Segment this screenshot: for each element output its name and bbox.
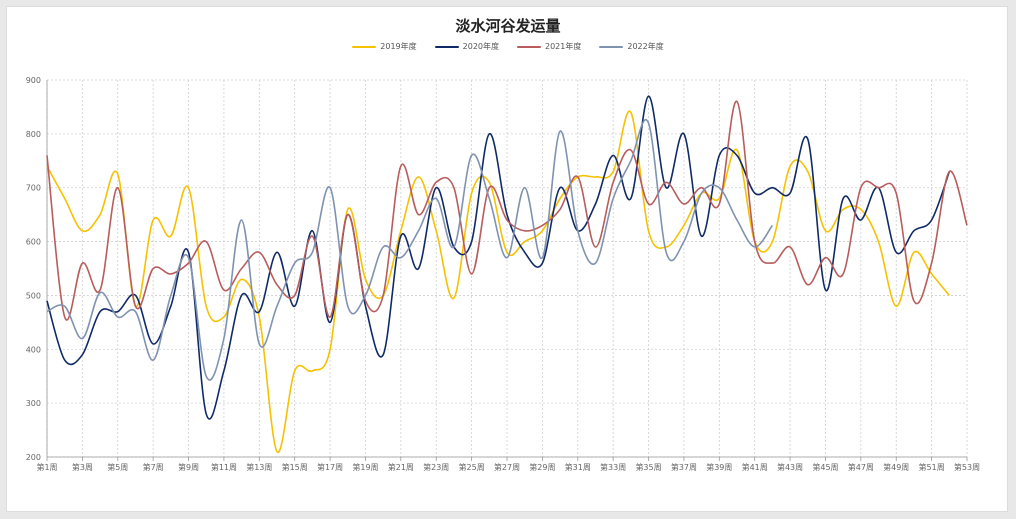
y-tick-label: 500 [26, 291, 41, 300]
x-tick-label: 第47周 [848, 462, 874, 472]
legend-label: 2022年度 [627, 42, 664, 51]
x-tick-label: 第7周 [143, 462, 164, 472]
y-tick-label: 800 [26, 130, 41, 139]
legend-item-4[interactable]: 2022年度 [599, 41, 664, 52]
legend-swatch [352, 45, 377, 48]
x-tick-label: 第53周 [954, 462, 980, 472]
line-chart: 200 300 400 500 600 700 800 900 第1周 第3周 第5周 第7周 第9周 第… [26, 76, 980, 472]
series-line-2 [46, 95, 951, 420]
legend-label: 2021年度 [545, 42, 582, 51]
x-tick-label: 第45周 [812, 462, 838, 472]
series-line-4 [46, 119, 774, 381]
x-tick-label: 第17周 [317, 462, 343, 472]
legend-swatch [599, 45, 624, 48]
x-tick-label: 第29周 [529, 462, 555, 472]
x-tick-label: 第31周 [565, 462, 591, 472]
y-tick-label: 300 [26, 399, 41, 408]
x-tick-label: 第3周 [72, 462, 93, 472]
x-tick-label: 第27周 [494, 462, 520, 472]
y-tick-label: 700 [26, 184, 41, 193]
legend-item-3[interactable]: 2021年度 [517, 41, 581, 52]
y-tick-label: 400 [26, 345, 41, 354]
chart-panel: 淡水河谷发运量 2019年度 2020年度 2021年度 2022年度 200 300 4… [6, 6, 1008, 512]
legend-swatch [517, 45, 541, 48]
legend-label: 2020年度 [462, 42, 499, 51]
y-tick-label: 900 [26, 76, 41, 85]
x-tick-label: 第19周 [352, 462, 378, 472]
x-tick-label: 第37周 [671, 462, 697, 472]
chart-legend: 2019年度 2020年度 2021年度 2022年度 [7, 41, 1009, 52]
x-tick-label: 第15周 [282, 462, 308, 472]
x-tick-label: 第33周 [600, 462, 626, 472]
legend-swatch [434, 45, 459, 48]
x-tick-label: 第49周 [883, 462, 909, 472]
x-tick-label: 第35周 [635, 462, 661, 472]
x-tick-label: 第41周 [742, 462, 768, 472]
x-tick-label: 第5周 [107, 462, 128, 472]
y-tick-label: 200 [26, 453, 41, 462]
x-tick-label: 第39周 [706, 462, 732, 472]
x-tick-label: 第21周 [388, 462, 414, 472]
x-tick-label: 第43周 [777, 462, 803, 472]
y-tick-label: 600 [26, 238, 41, 247]
legend-label: 2019年度 [380, 42, 417, 51]
x-tick-label: 第23周 [423, 462, 449, 472]
x-tick-label: 第11周 [211, 462, 237, 472]
legend-item-1[interactable]: 2019年度 [352, 41, 417, 52]
legend-item-2[interactable]: 2020年度 [434, 41, 499, 52]
x-tick-label: 第9周 [178, 462, 199, 472]
x-tick-label: 第13周 [246, 462, 272, 472]
series-line-3 [46, 100, 968, 321]
x-tick-label: 第51周 [919, 462, 945, 472]
x-tick-label: 第1周 [36, 462, 57, 472]
x-tick-label: 第25周 [459, 462, 485, 472]
chart-title: 淡水河谷发运量 [455, 17, 561, 35]
